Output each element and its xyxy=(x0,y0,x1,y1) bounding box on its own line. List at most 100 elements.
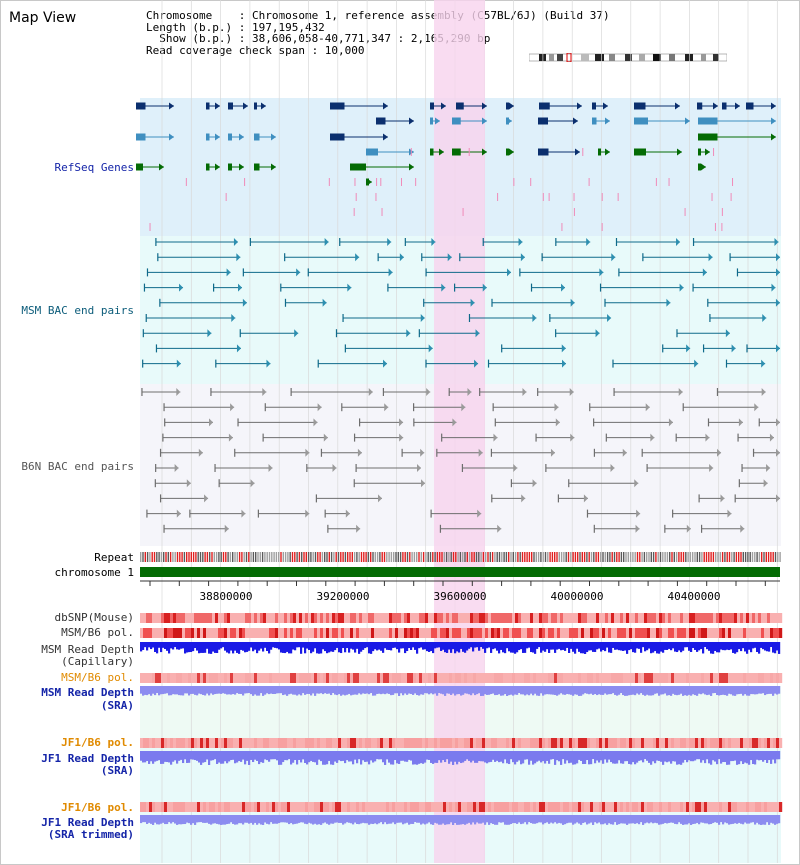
heat-cell xyxy=(581,738,585,748)
heat-cell xyxy=(458,628,462,638)
depth-bar xyxy=(260,751,263,763)
depth-bar xyxy=(542,686,545,696)
depth-bar xyxy=(440,642,443,651)
track-label-jf1-b6-pol-2[interactable]: JF1/B6 pol. xyxy=(61,801,134,814)
depth-bar xyxy=(274,642,277,648)
depth-bar xyxy=(292,815,295,825)
heat-cell xyxy=(491,673,495,683)
depth-bar xyxy=(466,751,469,760)
heat-cell xyxy=(773,613,777,623)
gene-exon xyxy=(206,163,210,171)
bac-pair-arrow xyxy=(475,329,480,338)
depth-bar xyxy=(174,686,177,695)
heat-cell xyxy=(308,628,312,638)
track-label-refseq[interactable]: RefSeq Genes xyxy=(55,161,134,174)
track-label-jf1-depth-sra[interactable]: JF1 Read Depth xyxy=(41,752,134,765)
depth-bar xyxy=(348,815,351,823)
repeat-mark xyxy=(397,552,399,562)
depth-bar xyxy=(734,751,737,761)
ideogram-band xyxy=(685,54,693,61)
depth-bar xyxy=(776,686,779,695)
repeat-mark xyxy=(149,552,151,562)
bac-pair-arrow xyxy=(388,268,393,277)
track-label-jf1-depth-trim[interactable]: JF1 Read Depth xyxy=(41,816,134,829)
heat-cell xyxy=(239,802,243,812)
heat-cell xyxy=(518,673,522,683)
heat-cell xyxy=(191,673,195,683)
heat-cell xyxy=(542,673,546,683)
repeat-mark xyxy=(708,552,710,562)
heat-cell xyxy=(545,802,549,812)
bac-pair-arrow xyxy=(774,238,779,246)
depth-bar xyxy=(566,751,569,761)
heat-cell xyxy=(629,738,633,748)
bac-pair-arrow xyxy=(236,253,241,262)
depth-bar xyxy=(638,642,641,649)
repeat-mark xyxy=(521,552,524,562)
track-label-msm-b6-pol-2[interactable]: MSM/B6 pol. xyxy=(61,671,134,684)
depth-bar xyxy=(284,686,287,695)
heat-cell xyxy=(497,613,501,623)
depth-bar xyxy=(670,642,673,651)
depth-bar xyxy=(366,815,369,824)
depth-bar xyxy=(634,642,637,653)
repeat-mark xyxy=(754,552,756,562)
depth-bar xyxy=(616,686,619,696)
heat-cell xyxy=(500,738,504,748)
depth-bar xyxy=(510,751,513,760)
bac-pair-arrow xyxy=(387,238,392,246)
heat-cell xyxy=(464,802,468,812)
chromosome-bar[interactable] xyxy=(140,567,780,577)
track-label-dbsnp[interactable]: dbSNP(Mouse) xyxy=(55,611,134,624)
heat-cell xyxy=(671,738,675,748)
selected-region-highlight[interactable] xyxy=(434,0,485,863)
msm-bac-end-pairs[interactable] xyxy=(142,238,780,368)
depth-bar xyxy=(440,686,443,694)
track-label-msm-depth-sra[interactable]: MSM Read Depth xyxy=(41,686,134,699)
track-label-b6n-bac[interactable]: B6N BAC end pairs xyxy=(21,460,134,473)
track-label-msm-depth-cap[interactable]: MSM Read Depth xyxy=(41,643,134,656)
depth-bar xyxy=(626,815,629,825)
track-label-chromosome[interactable]: chromosome 1 xyxy=(55,566,134,579)
bac-pair-arrow xyxy=(236,344,241,353)
heat-cell xyxy=(401,738,405,748)
depth-bar xyxy=(718,751,721,760)
chromosome-ideogram[interactable] xyxy=(529,53,727,62)
track-label-msm-b6-pol[interactable]: MSM/B6 pol. xyxy=(61,626,134,639)
depth-bar xyxy=(198,751,201,763)
bac-pair-arrow xyxy=(241,509,246,518)
depth-bar xyxy=(610,642,613,653)
heat-cell xyxy=(515,628,519,638)
heat-cell xyxy=(710,738,714,748)
refseq-gene-models[interactable] xyxy=(136,102,776,186)
depth-bar xyxy=(602,815,605,825)
heat-cell xyxy=(476,673,480,683)
track-label-jf1-b6-pol[interactable]: JF1/B6 pol. xyxy=(61,736,134,749)
bac-pair-arrow xyxy=(420,448,425,457)
b6n-bac-end-pairs[interactable] xyxy=(141,388,780,533)
depth-bar xyxy=(460,815,463,825)
heat-cell xyxy=(602,673,606,683)
heat-cell xyxy=(284,613,288,623)
heat-cell xyxy=(650,802,654,812)
depth-bar xyxy=(218,751,221,763)
bac-pair-arrow xyxy=(754,403,759,412)
heat-cell xyxy=(593,673,597,683)
heat-cell xyxy=(302,673,306,683)
depth-bar xyxy=(162,815,165,823)
depth-bar xyxy=(300,686,303,696)
depth-bar xyxy=(530,686,533,694)
track-label-repeat[interactable]: Repeat xyxy=(94,551,134,564)
heat-cell xyxy=(296,802,300,812)
heat-cell xyxy=(269,738,273,748)
track-label-msm-bac[interactable]: MSM BAC end pairs xyxy=(21,304,134,317)
heat-cell xyxy=(458,802,462,812)
depth-bar xyxy=(232,686,235,695)
depth-bar xyxy=(728,751,731,765)
heat-cell xyxy=(689,738,693,748)
repeat-mark xyxy=(176,552,179,562)
depth-bar xyxy=(570,815,573,823)
depth-bar xyxy=(252,815,255,825)
depth-bar xyxy=(686,686,689,696)
